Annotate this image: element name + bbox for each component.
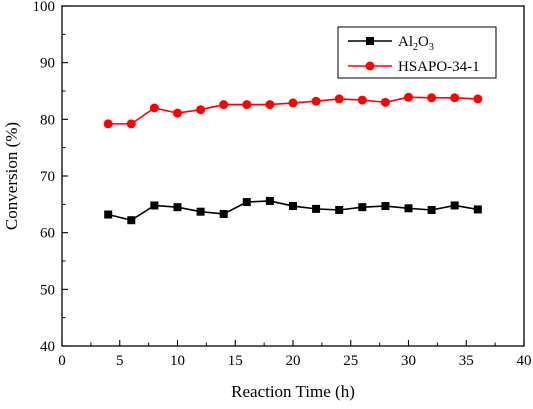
y-tick-label: 80 <box>40 112 55 128</box>
data-point-al2o3 <box>450 201 459 210</box>
legend-box <box>337 26 497 79</box>
y-axis-label: Conversion (%) <box>2 122 21 230</box>
data-point-hsapo <box>173 108 182 118</box>
x-axis-label: Reaction Time (h) <box>231 382 355 401</box>
y-tick-label: 40 <box>40 339 55 355</box>
data-point-hsapo <box>265 100 275 110</box>
data-point-hsapo <box>126 119 136 129</box>
data-point-al2o3 <box>127 216 136 225</box>
legend-label-subscript: 2 <box>413 42 418 53</box>
legend-marker-circle <box>365 61 375 71</box>
legend-item-al2o3: Al2O3 <box>348 34 434 53</box>
data-point-hsapo <box>103 119 113 129</box>
data-point-hsapo <box>404 92 413 102</box>
legend-label-al2o3: Al2O3 <box>398 34 434 53</box>
data-point-al2o3 <box>219 209 228 218</box>
data-point-hsapo <box>427 93 437 103</box>
data-point-hsapo <box>334 94 344 104</box>
data-point-hsapo <box>473 94 483 104</box>
data-point-al2o3 <box>196 207 205 216</box>
y-tick-label: 90 <box>40 56 55 72</box>
x-tick-label: 20 <box>286 353 301 369</box>
data-point-al2o3 <box>265 196 274 205</box>
legend-label-subscript: 3 <box>429 42 434 53</box>
x-tick-label: 10 <box>170 353 185 369</box>
data-point-al2o3 <box>242 198 251 207</box>
data-point-al2o3 <box>289 202 297 211</box>
data-point-hsapo <box>242 100 252 110</box>
x-tick-label: 5 <box>116 353 124 369</box>
legend: Al2O3 HSAPO-34-1 <box>337 26 497 79</box>
y-tick-label: 100 <box>33 0 56 15</box>
x-tick-label: 30 <box>401 353 416 369</box>
data-point-hsapo <box>450 93 460 103</box>
data-point-al2o3 <box>358 203 367 212</box>
data-point-al2o3 <box>404 204 413 213</box>
y-tick-label: 60 <box>40 226 55 242</box>
data-point-hsapo <box>311 96 321 106</box>
data-point-hsapo <box>219 100 229 110</box>
data-point-hsapo <box>288 98 298 108</box>
data-point-hsapo <box>357 95 367 105</box>
data-point-al2o3 <box>473 205 482 214</box>
legend-label-hsapo: HSAPO-34-1 <box>398 59 480 75</box>
x-tick-label: 0 <box>58 353 66 369</box>
y-tick-label: 50 <box>40 282 55 298</box>
legend-item-hsapo: HSAPO-34-1 <box>348 59 480 75</box>
data-point-al2o3 <box>312 204 321 213</box>
x-tick-label: 15 <box>228 353 243 369</box>
data-point-al2o3 <box>150 201 159 210</box>
x-tick-label: 40 <box>517 353 532 369</box>
data-point-al2o3 <box>335 206 344 214</box>
legend-marker-square <box>366 37 374 45</box>
legend-label-part: Al <box>398 34 413 50</box>
data-point-al2o3 <box>381 202 390 211</box>
data-point-hsapo <box>196 105 206 115</box>
legend-label-part: O <box>418 34 429 50</box>
data-point-hsapo <box>380 97 390 107</box>
y-tick-label: 70 <box>40 169 55 185</box>
data-point-al2o3 <box>173 203 182 212</box>
data-point-al2o3 <box>427 206 436 214</box>
x-tick-label: 25 <box>343 353 358 369</box>
x-tick-label: 35 <box>459 353 474 369</box>
data-point-al2o3 <box>104 210 113 219</box>
data-point-hsapo <box>149 103 159 113</box>
